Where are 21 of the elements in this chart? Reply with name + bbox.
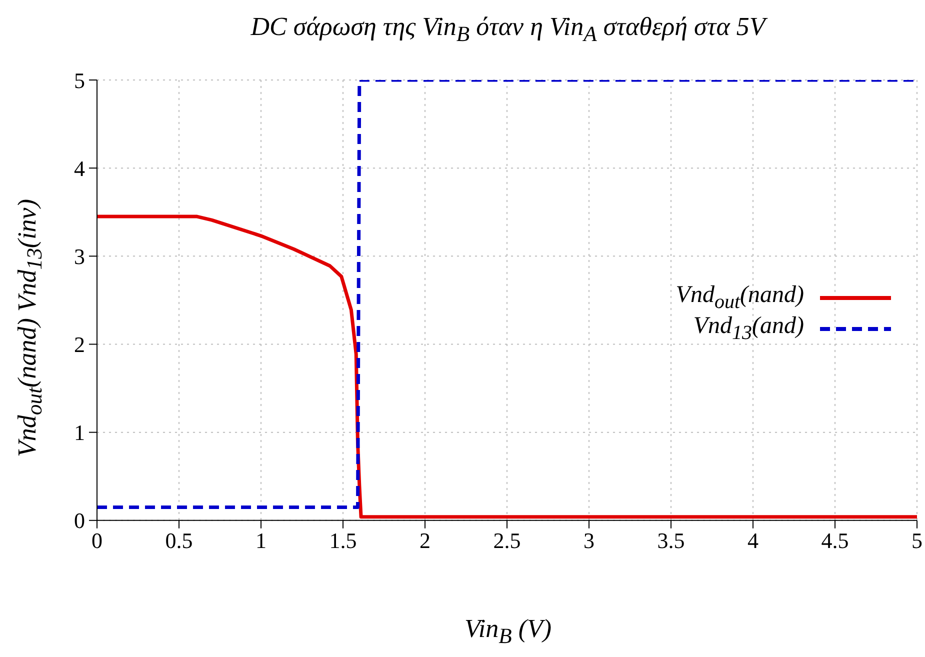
- x-tick-label: 0.5: [165, 528, 193, 554]
- chart-title: DC σάρωση της Vin$_{B}$ όταν η Vin$_{A}$ σταθερή στα 5V: [250, 12, 769, 48]
- legend-label: Vnd$_{13}$(and): [693, 312, 804, 345]
- x-tick-label: 2: [420, 528, 430, 554]
- x-tick-label: 3: [584, 528, 594, 554]
- x-tick-label: 3.5: [657, 528, 685, 554]
- x-axis-title: Vin$_{B}$ (V): [463, 614, 553, 650]
- y-tick-label: 2: [74, 332, 85, 358]
- x-tick-label: 4: [748, 528, 758, 554]
- legend-label: Vnd$_{out}$(nand): [676, 282, 804, 314]
- x-tick-label: 0: [92, 528, 102, 554]
- x-tick-label: 1: [256, 528, 266, 554]
- x-tick-label: 5: [912, 528, 922, 554]
- y-tick-label: 4: [74, 156, 85, 181]
- x-tick-label: 4.5: [821, 528, 849, 554]
- x-tick-label: 2.5: [493, 528, 521, 554]
- x-tick-label: 1.5: [329, 528, 357, 554]
- y-tick-label: 5: [74, 68, 85, 93]
- y-tick-label: 0: [74, 508, 85, 534]
- y-tick-label: 1: [74, 420, 85, 446]
- y-tick-label: 3: [74, 244, 85, 269]
